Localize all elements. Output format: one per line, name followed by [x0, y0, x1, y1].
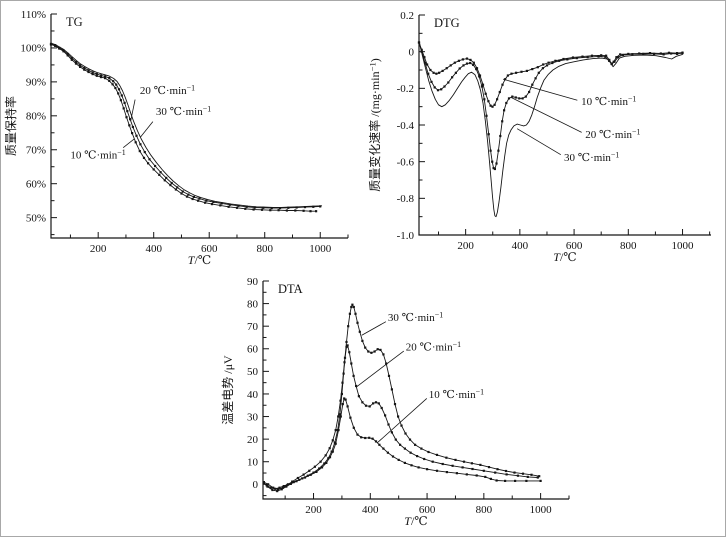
tg-annotation-10: 10 ℃·min−1 — [70, 138, 135, 162]
dtg-x-tick-label: 400 — [512, 240, 529, 252]
tg-annotation-30: 30 ℃·min−1 — [140, 105, 211, 138]
tg-y-tick-label: 100% — [20, 43, 46, 55]
dtg-y-tick-label: 0.2 — [400, 10, 414, 22]
dtg-series-20-markers — [417, 41, 684, 171]
dtg-x-tick-label: 600 — [566, 240, 583, 252]
tg-y-ticks: 50% 60% 70% 80% 90% 100% 110% — [20, 9, 57, 236]
tg-x-tick-label: 600 — [201, 243, 218, 255]
dtg-y-tick-label: -0.4 — [397, 120, 415, 132]
tg-x-tick-label: 1000 — [309, 243, 332, 255]
tg-chart: 200 400 600 800 1000 50% 60% 70% 80% 90% 100% 110% T… — [3, 9, 349, 267]
dta-x-tick-label: 400 — [362, 504, 379, 516]
tg-series-30 — [50, 42, 323, 208]
dta-x-tick-label: 1000 — [530, 504, 553, 516]
dta-axes — [262, 281, 569, 500]
dta-y-tick-label: 0 — [253, 479, 259, 491]
dta-x-tick-label: 200 — [305, 504, 322, 516]
dta-x-axis-label: T/℃ — [404, 514, 427, 528]
dta-chart: 200 400 600 800 1000 0 10 20 30 40 50 60 70 80 90 DTA T/… — [221, 276, 570, 528]
dtg-annotation-10: 10 ℃·min−1 — [502, 78, 636, 108]
tg-x-tick-label: 800 — [256, 243, 273, 255]
dtg-y-tick-label: -0.6 — [397, 156, 415, 168]
dta-annotation-label-20: 20 ℃·min−1 — [406, 340, 461, 354]
tg-y-tick-label: 110% — [21, 9, 46, 21]
dta-annotation-30: 30 ℃·min−1 — [361, 310, 443, 336]
dta-series-20-markers — [262, 344, 539, 493]
dtg-annotation-label-30: 30 ℃·min−1 — [564, 150, 619, 164]
tg-axes — [50, 14, 348, 239]
dta-series-30 — [263, 304, 540, 490]
tg-annotation-label-20: 20 ℃·min−1 — [140, 83, 195, 97]
dta-annotation-10: 10 ℃·min−1 — [376, 387, 484, 444]
dtg-y-ticks: -1.0 -0.8 -0.6 -0.4 -0.2 0 0.2 — [397, 10, 425, 242]
tg-annotation-label-10: 10 ℃·min−1 — [70, 148, 125, 162]
tg-y-tick-label: 70% — [26, 145, 46, 157]
dta-y-tick-label: 50 — [247, 366, 259, 378]
tg-title: TG — [66, 15, 83, 29]
dtg-x-tick-label: 1000 — [672, 240, 695, 252]
dtg-y-tick-label: 0 — [409, 46, 415, 58]
dtg-x-ticks: 200 400 600 800 1000 — [438, 229, 711, 252]
dtg-title: DTG — [434, 16, 460, 30]
tg-annotation-20: 20 ℃·min−1 — [130, 83, 195, 121]
dtg-x-axis-label: T/℃ — [553, 250, 576, 264]
dtg-annotation-label-10: 10 ℃·min−1 — [581, 94, 636, 108]
tg-y-tick-label: 90% — [26, 77, 46, 89]
tg-x-tick-label: 200 — [90, 243, 107, 255]
dta-x-tick-label: 600 — [419, 504, 436, 516]
dta-title: DTA — [278, 282, 303, 296]
dtg-y-tick-label: -0.8 — [397, 193, 415, 205]
tg-series-20-markers — [49, 42, 322, 210]
dtg-annotation-label-20: 20 ℃·min−1 — [585, 127, 640, 141]
dta-y-tick-label: 40 — [247, 389, 259, 401]
dtg-annotation-30: 30 ℃·min−1 — [516, 128, 619, 164]
dta-y-ticks: 0 10 20 30 40 50 60 70 80 90 — [247, 276, 269, 497]
dta-y-tick-label: 90 — [247, 276, 259, 288]
dtg-x-tick-label: 200 — [457, 240, 474, 252]
dta-y-tick-label: 30 — [247, 411, 259, 423]
dta-y-tick-label: 60 — [247, 344, 259, 356]
tg-y-tick-label: 60% — [26, 178, 46, 190]
dtg-x-tick-label: 800 — [620, 240, 637, 252]
dta-series-10-markers — [262, 397, 542, 490]
dtg-y-tick-label: -0.2 — [397, 83, 414, 95]
dtg-axes — [418, 15, 711, 236]
dtg-chart: 200 400 600 800 1000 -1.0 -0.8 -0.6 -0.4 -0.2 0 0.2… — [367, 10, 711, 264]
dta-series-10 — [263, 398, 542, 490]
dta-series-30-markers — [262, 303, 541, 491]
dtg-series-10-markers — [417, 41, 684, 108]
tg-annotation-label-30: 30 ℃·min−1 — [156, 105, 211, 119]
dta-annotation-20: 20 ℃·min−1 — [355, 340, 461, 388]
tg-x-axis-label: T/℃ — [188, 253, 211, 267]
dta-y-tick-label: 10 — [247, 457, 259, 469]
dta-y-tick-label: 20 — [247, 434, 259, 446]
tg-y-axis-label: 质量保持率 — [3, 96, 18, 156]
dta-y-axis-label: 温差电势 /μV — [221, 355, 235, 425]
dtg-y-tick-label: -1.0 — [397, 230, 415, 242]
dtg-annotation-20: 20 ℃·min−1 — [511, 97, 641, 141]
tg-x-tick-label: 400 — [145, 243, 162, 255]
dta-annotation-label-10: 10 ℃·min−1 — [429, 387, 484, 401]
dtg-series-10 — [418, 42, 683, 108]
dta-y-tick-label: 70 — [247, 321, 259, 333]
dta-x-tick-label: 800 — [476, 504, 493, 516]
dtg-y-axis-label: 质量变化速率 /(mg·min−1) — [367, 58, 382, 192]
dta-annotation-label-30: 30 ℃·min−1 — [388, 310, 443, 324]
tg-y-tick-label: 50% — [26, 212, 46, 224]
tg-x-ticks: 200 400 600 800 1000 — [69, 232, 349, 255]
dta-x-ticks: 200 400 600 800 1000 — [284, 493, 570, 516]
dtg-series-30 — [418, 40, 683, 218]
dta-y-tick-label: 80 — [247, 298, 259, 310]
tg-series-20 — [50, 43, 321, 209]
tg-y-tick-label: 80% — [26, 111, 46, 123]
tg-series-10-markers — [49, 43, 318, 213]
